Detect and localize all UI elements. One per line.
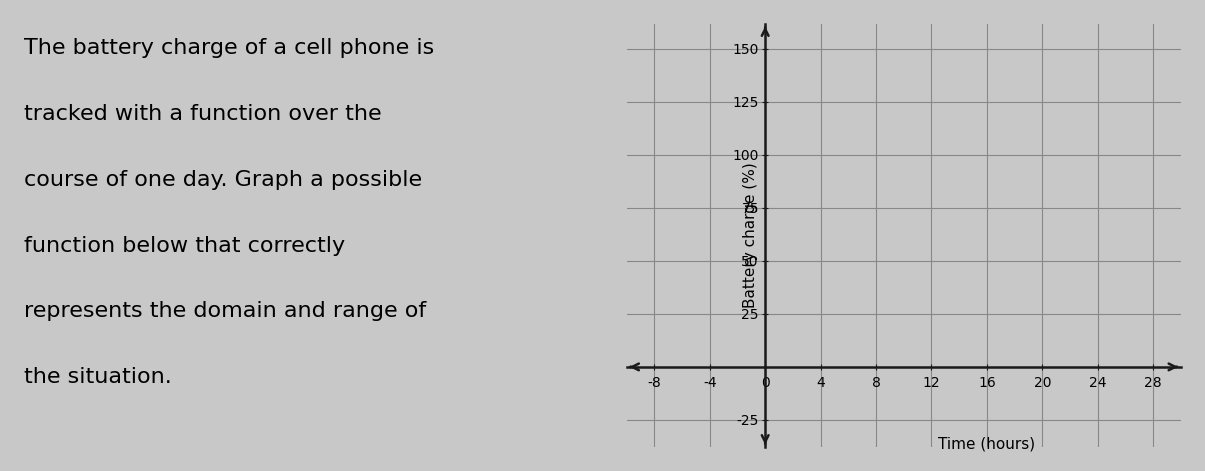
Text: function below that correctly: function below that correctly: [24, 236, 345, 255]
Text: Time (hours): Time (hours): [939, 437, 1035, 452]
Text: course of one day. Graph a possible: course of one day. Graph a possible: [24, 170, 422, 189]
Text: represents the domain and range of: represents the domain and range of: [24, 301, 427, 321]
Text: Battery charge (%): Battery charge (%): [743, 162, 758, 309]
Text: tracked with a function over the: tracked with a function over the: [24, 104, 382, 123]
Text: the situation.: the situation.: [24, 367, 172, 387]
Text: The battery charge of a cell phone is: The battery charge of a cell phone is: [24, 38, 434, 57]
